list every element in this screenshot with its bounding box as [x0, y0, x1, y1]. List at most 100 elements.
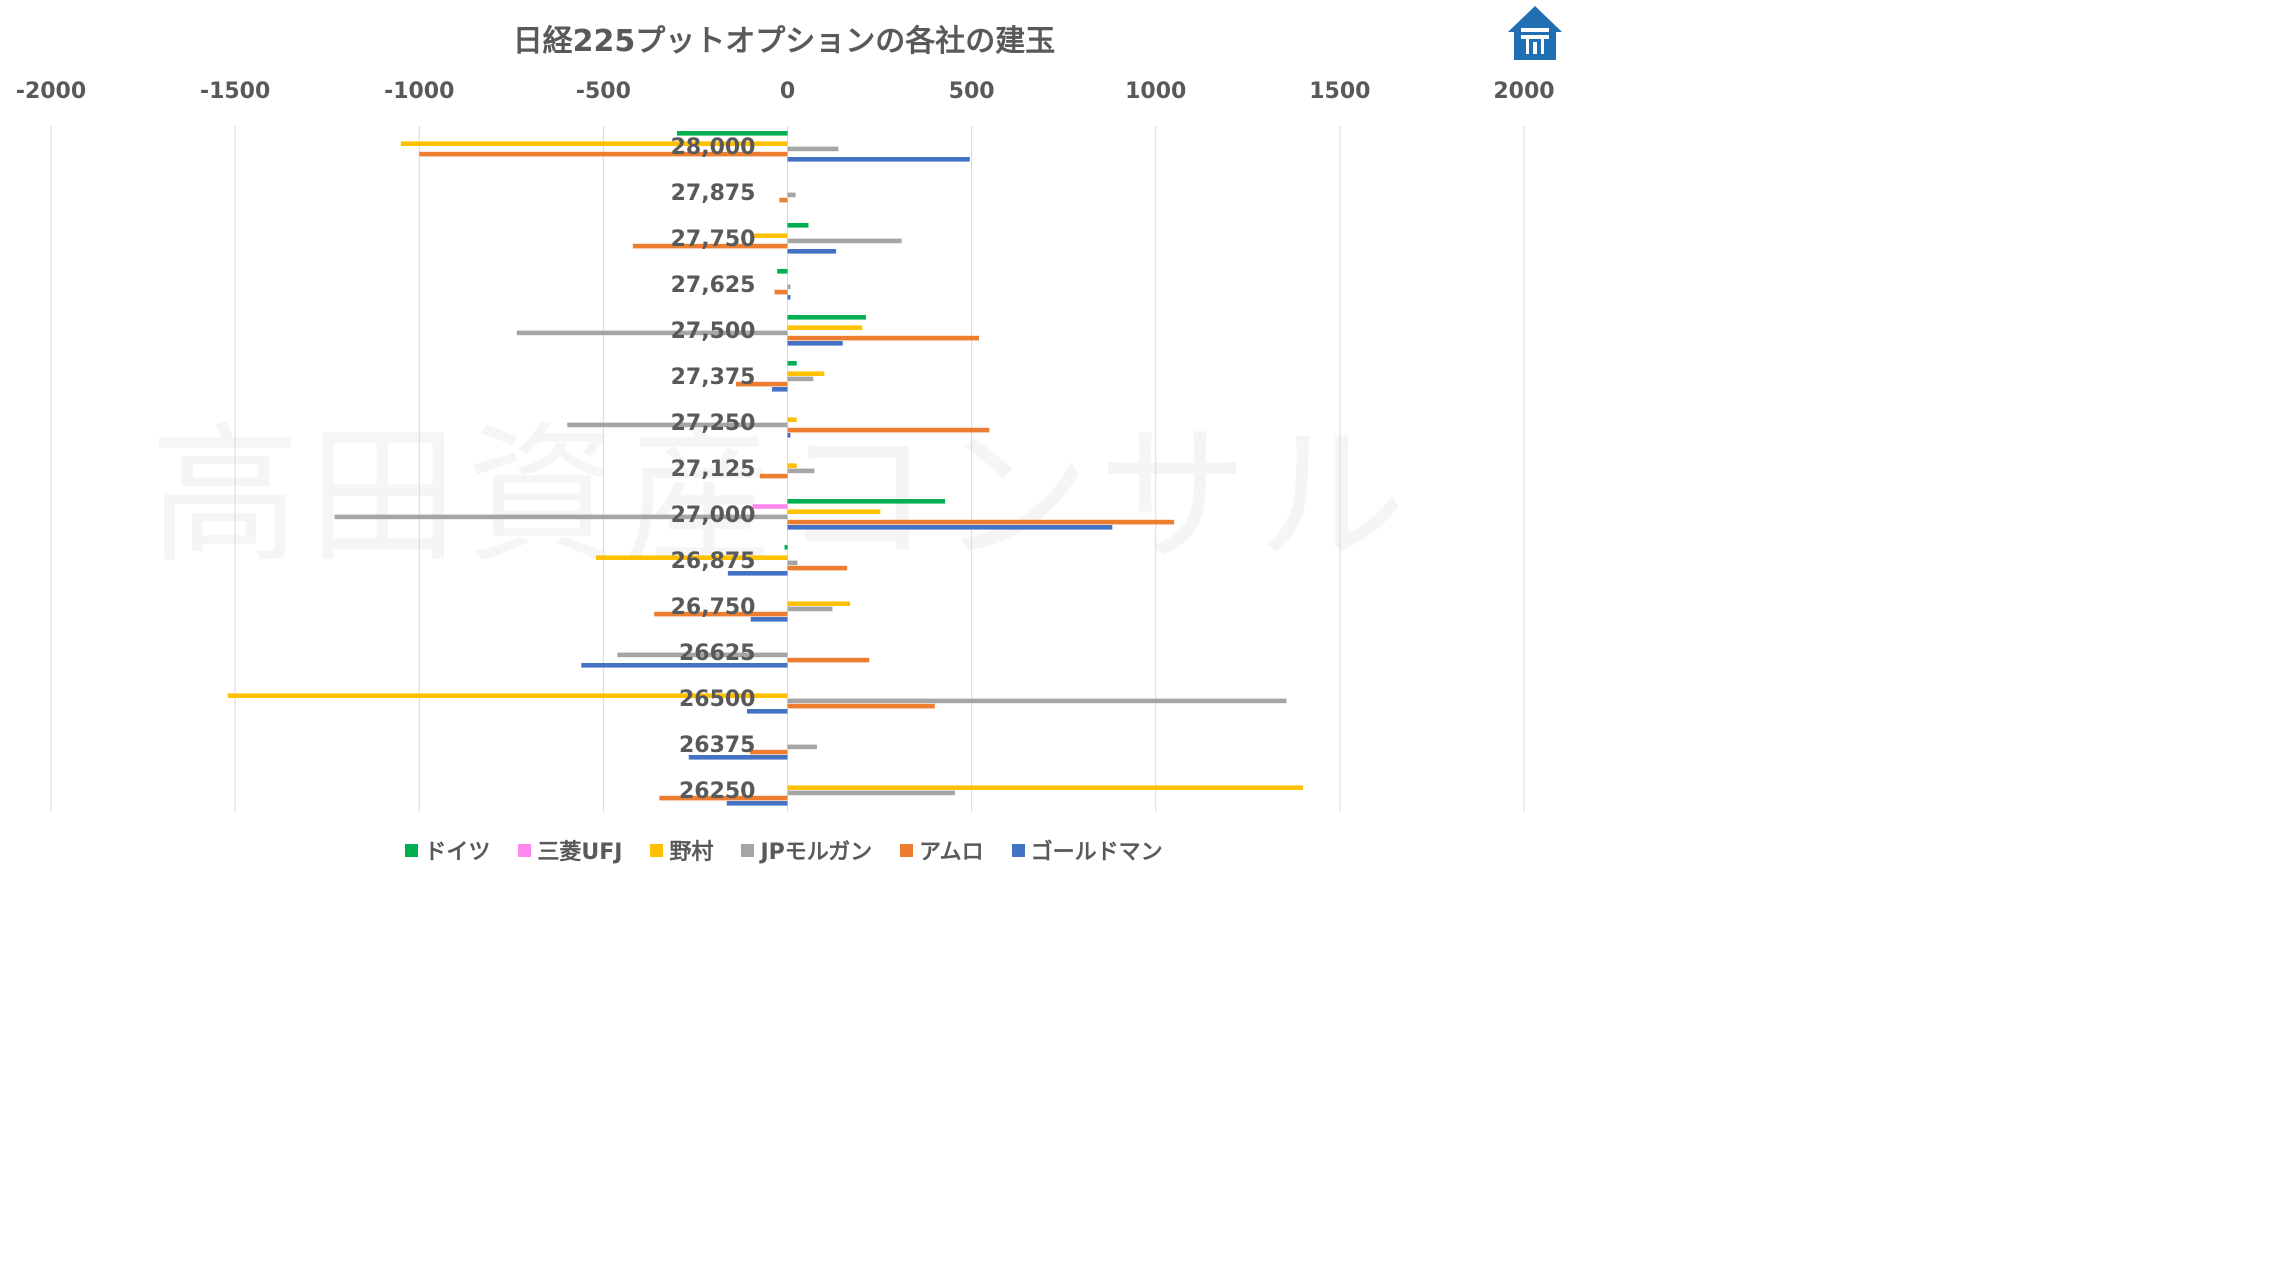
bar	[787, 433, 791, 438]
x-tick-label: 1500	[1309, 79, 1370, 104]
category-label: 26,750	[671, 595, 756, 620]
bar	[749, 749, 788, 755]
bar	[784, 545, 788, 550]
bar	[787, 284, 791, 290]
legend-swatch	[900, 843, 914, 857]
category-label: 26250	[679, 779, 756, 804]
category-label: 27,875	[671, 181, 756, 206]
bar	[787, 376, 814, 382]
legend-item-germany: ドイツ	[405, 834, 490, 866]
category-label: 26500	[679, 687, 756, 712]
bar	[750, 617, 788, 622]
category-label: 28,000	[671, 135, 756, 160]
bar	[787, 361, 797, 366]
legend-label: 三菱UFJ	[537, 840, 623, 865]
bar	[632, 243, 788, 249]
bar	[787, 223, 809, 228]
legend-label: 野村	[669, 840, 714, 865]
bar	[787, 785, 1304, 790]
legend-label: JPモルガン	[760, 840, 873, 865]
bar	[787, 238, 902, 244]
legend-swatch	[405, 843, 419, 857]
bar	[787, 341, 843, 346]
x-tick-label: 2000	[1493, 79, 1554, 104]
bar	[617, 652, 788, 658]
bar	[787, 657, 870, 663]
bars	[227, 131, 1304, 806]
bar	[735, 381, 788, 387]
bar	[787, 325, 863, 330]
bar	[400, 141, 788, 146]
bar	[787, 463, 797, 468]
category-labels: 28,000 27,875 27,750 27,625 27,500 27,375 27,2…	[671, 135, 756, 804]
legend-item-nomura: 野村	[650, 834, 713, 866]
category-label: 27,000	[671, 503, 756, 528]
bar	[419, 151, 788, 157]
legend-swatch	[1011, 843, 1025, 857]
legend-item-amro: アムロ	[900, 834, 984, 866]
category-label: 26625	[679, 641, 756, 666]
bar	[787, 249, 837, 254]
legend-label: ドイツ	[424, 840, 491, 865]
legend-item-jpmorgan: JPモルガン	[741, 834, 872, 866]
x-tick-label: -2000	[16, 79, 86, 104]
bar	[334, 514, 788, 520]
legend-label: ゴールドマン	[1030, 840, 1163, 865]
legend-swatch	[741, 843, 755, 857]
category-label: 27,250	[671, 411, 756, 436]
category-label: 27,750	[671, 227, 756, 252]
x-tick-label: 0	[780, 79, 795, 104]
logo-icon	[1508, 6, 1562, 60]
bar	[516, 330, 788, 336]
bar	[727, 571, 788, 576]
bar	[787, 519, 1175, 525]
bar	[787, 565, 848, 571]
bar	[787, 790, 956, 796]
bar	[777, 269, 788, 274]
bar	[227, 693, 788, 698]
bar	[677, 131, 788, 136]
bar	[787, 606, 833, 612]
bar	[759, 473, 788, 479]
bar	[726, 801, 788, 806]
x-tick-label: -500	[576, 79, 631, 104]
category-label: 27,625	[671, 273, 756, 298]
bar	[787, 698, 1287, 704]
bar	[754, 233, 788, 238]
legend: ドイツ 三菱UFJ 野村 JPモルガン アムロ ゴールドマン	[0, 834, 1568, 866]
bar	[688, 755, 788, 760]
chart-title: 日経225プットオプションの各社の建玉	[512, 24, 1056, 59]
bar	[581, 663, 788, 668]
bar	[787, 560, 798, 566]
x-tick-label: -1500	[200, 79, 270, 104]
category-label: 27,375	[671, 365, 756, 390]
bar	[752, 504, 788, 509]
bar	[787, 499, 946, 504]
bar	[779, 197, 788, 203]
bar	[787, 157, 970, 162]
bar	[787, 295, 791, 300]
bar	[596, 555, 788, 560]
bar	[567, 422, 788, 428]
legend-swatch	[650, 843, 664, 857]
bar	[774, 289, 788, 295]
bar	[787, 525, 1113, 530]
plot-svg: -2000 -1500 -1000 -500 0 500 1000 1500 2000 28,0…	[16, 79, 1555, 812]
x-axis-ticks: -2000 -1500 -1000 -500 0 500 1000 1500 2000	[16, 79, 1555, 104]
bar	[787, 509, 881, 514]
bar	[787, 315, 866, 320]
bar	[787, 744, 817, 750]
bar	[772, 387, 788, 392]
legend-item-mufg: 三菱UFJ	[518, 834, 622, 866]
category-label: 26,875	[671, 549, 756, 574]
category-label: 26375	[679, 733, 756, 758]
legend-item-goldman: ゴールドマン	[1011, 834, 1163, 866]
legend-swatch	[518, 843, 532, 857]
legend-label: アムロ	[919, 840, 984, 865]
bar	[654, 611, 788, 617]
bar	[787, 468, 815, 474]
bar	[787, 192, 796, 198]
chart-area: 高田資産コンサル 日経225プットオプションの各社の建玉 -2000-1500-…	[0, 0, 1568, 880]
bar	[787, 427, 990, 433]
bar	[787, 146, 839, 152]
